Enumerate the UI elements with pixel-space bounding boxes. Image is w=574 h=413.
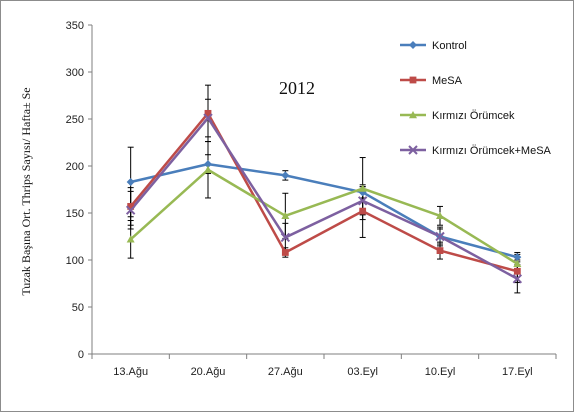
data-point <box>357 196 368 206</box>
y-tick-label: 100 <box>66 255 84 267</box>
y-tick-label: 0 <box>78 349 84 361</box>
data-point <box>359 207 367 215</box>
data-point <box>512 274 523 284</box>
data-point <box>513 259 522 267</box>
data-point <box>436 247 444 254</box>
marker-stroke <box>435 231 445 242</box>
y-axis-title: Tuzak Başına Ort. Thrips Sayısı/ Hafta± … <box>19 87 33 295</box>
series-line <box>129 112 518 273</box>
x-tick-label: 20.Ağu <box>191 366 226 378</box>
legend-label: MeSA <box>432 75 463 87</box>
data-point <box>281 171 290 180</box>
data-point <box>435 231 445 242</box>
x-tick-label: 03.Eyl <box>347 366 378 378</box>
data-point <box>126 177 135 186</box>
marker-stroke <box>512 274 523 284</box>
y-tick-label: 200 <box>66 161 84 173</box>
legend-marker <box>409 76 417 84</box>
data-point <box>204 109 212 117</box>
legend-label: Kontrol <box>432 40 467 52</box>
data-point <box>127 203 135 210</box>
data-point <box>513 267 521 275</box>
series-markers <box>125 109 523 284</box>
x-tick-label: 17.Eyl <box>502 366 533 378</box>
marker-stroke <box>280 232 291 243</box>
marker-stroke <box>125 205 136 215</box>
series-line <box>130 162 518 259</box>
y-tick-label: 300 <box>66 67 84 79</box>
data-point <box>513 253 522 262</box>
legend: Kontrol MeSA Kırmızı Örümcek Kırmızı Örümce… <box>400 40 552 157</box>
y-tick-label: 150 <box>66 208 84 220</box>
year-annotation: 2012 <box>279 78 315 98</box>
series-lines <box>129 112 518 280</box>
data-point <box>280 232 291 243</box>
data-point <box>204 165 212 173</box>
x-tick-label: 13.Ağu <box>113 366 148 378</box>
data-point <box>125 205 136 215</box>
data-point <box>281 211 290 220</box>
y-tick-label: 350 <box>66 20 84 32</box>
chart-axes: 0 50 100 150 200 250 300 350 13.Ağu 20.Ağu 27.Ağu 0… <box>66 20 557 378</box>
data-point <box>436 211 444 220</box>
x-tick-label: 10.Eyl <box>425 366 456 378</box>
legend-label: Kırmızı Örümcek+MeSA <box>432 145 552 157</box>
data-point <box>281 249 289 256</box>
y-tick-label: 50 <box>72 302 84 314</box>
marker-stroke <box>203 113 213 123</box>
series-line <box>129 116 518 280</box>
y-tick-label: 250 <box>66 114 84 126</box>
marker-stroke <box>357 196 368 206</box>
marker-stroke <box>408 145 418 155</box>
data-point <box>358 184 367 192</box>
x-tick-label: 27.Ağu <box>268 366 303 378</box>
data-point <box>204 160 212 169</box>
series-line <box>129 168 518 265</box>
legend-marker <box>409 111 417 119</box>
data-point <box>203 113 213 123</box>
legend-marker <box>408 145 418 155</box>
data-point <box>126 235 135 243</box>
legend-label: Kırmızı Örümcek <box>432 110 515 122</box>
legend-marker <box>409 41 417 49</box>
